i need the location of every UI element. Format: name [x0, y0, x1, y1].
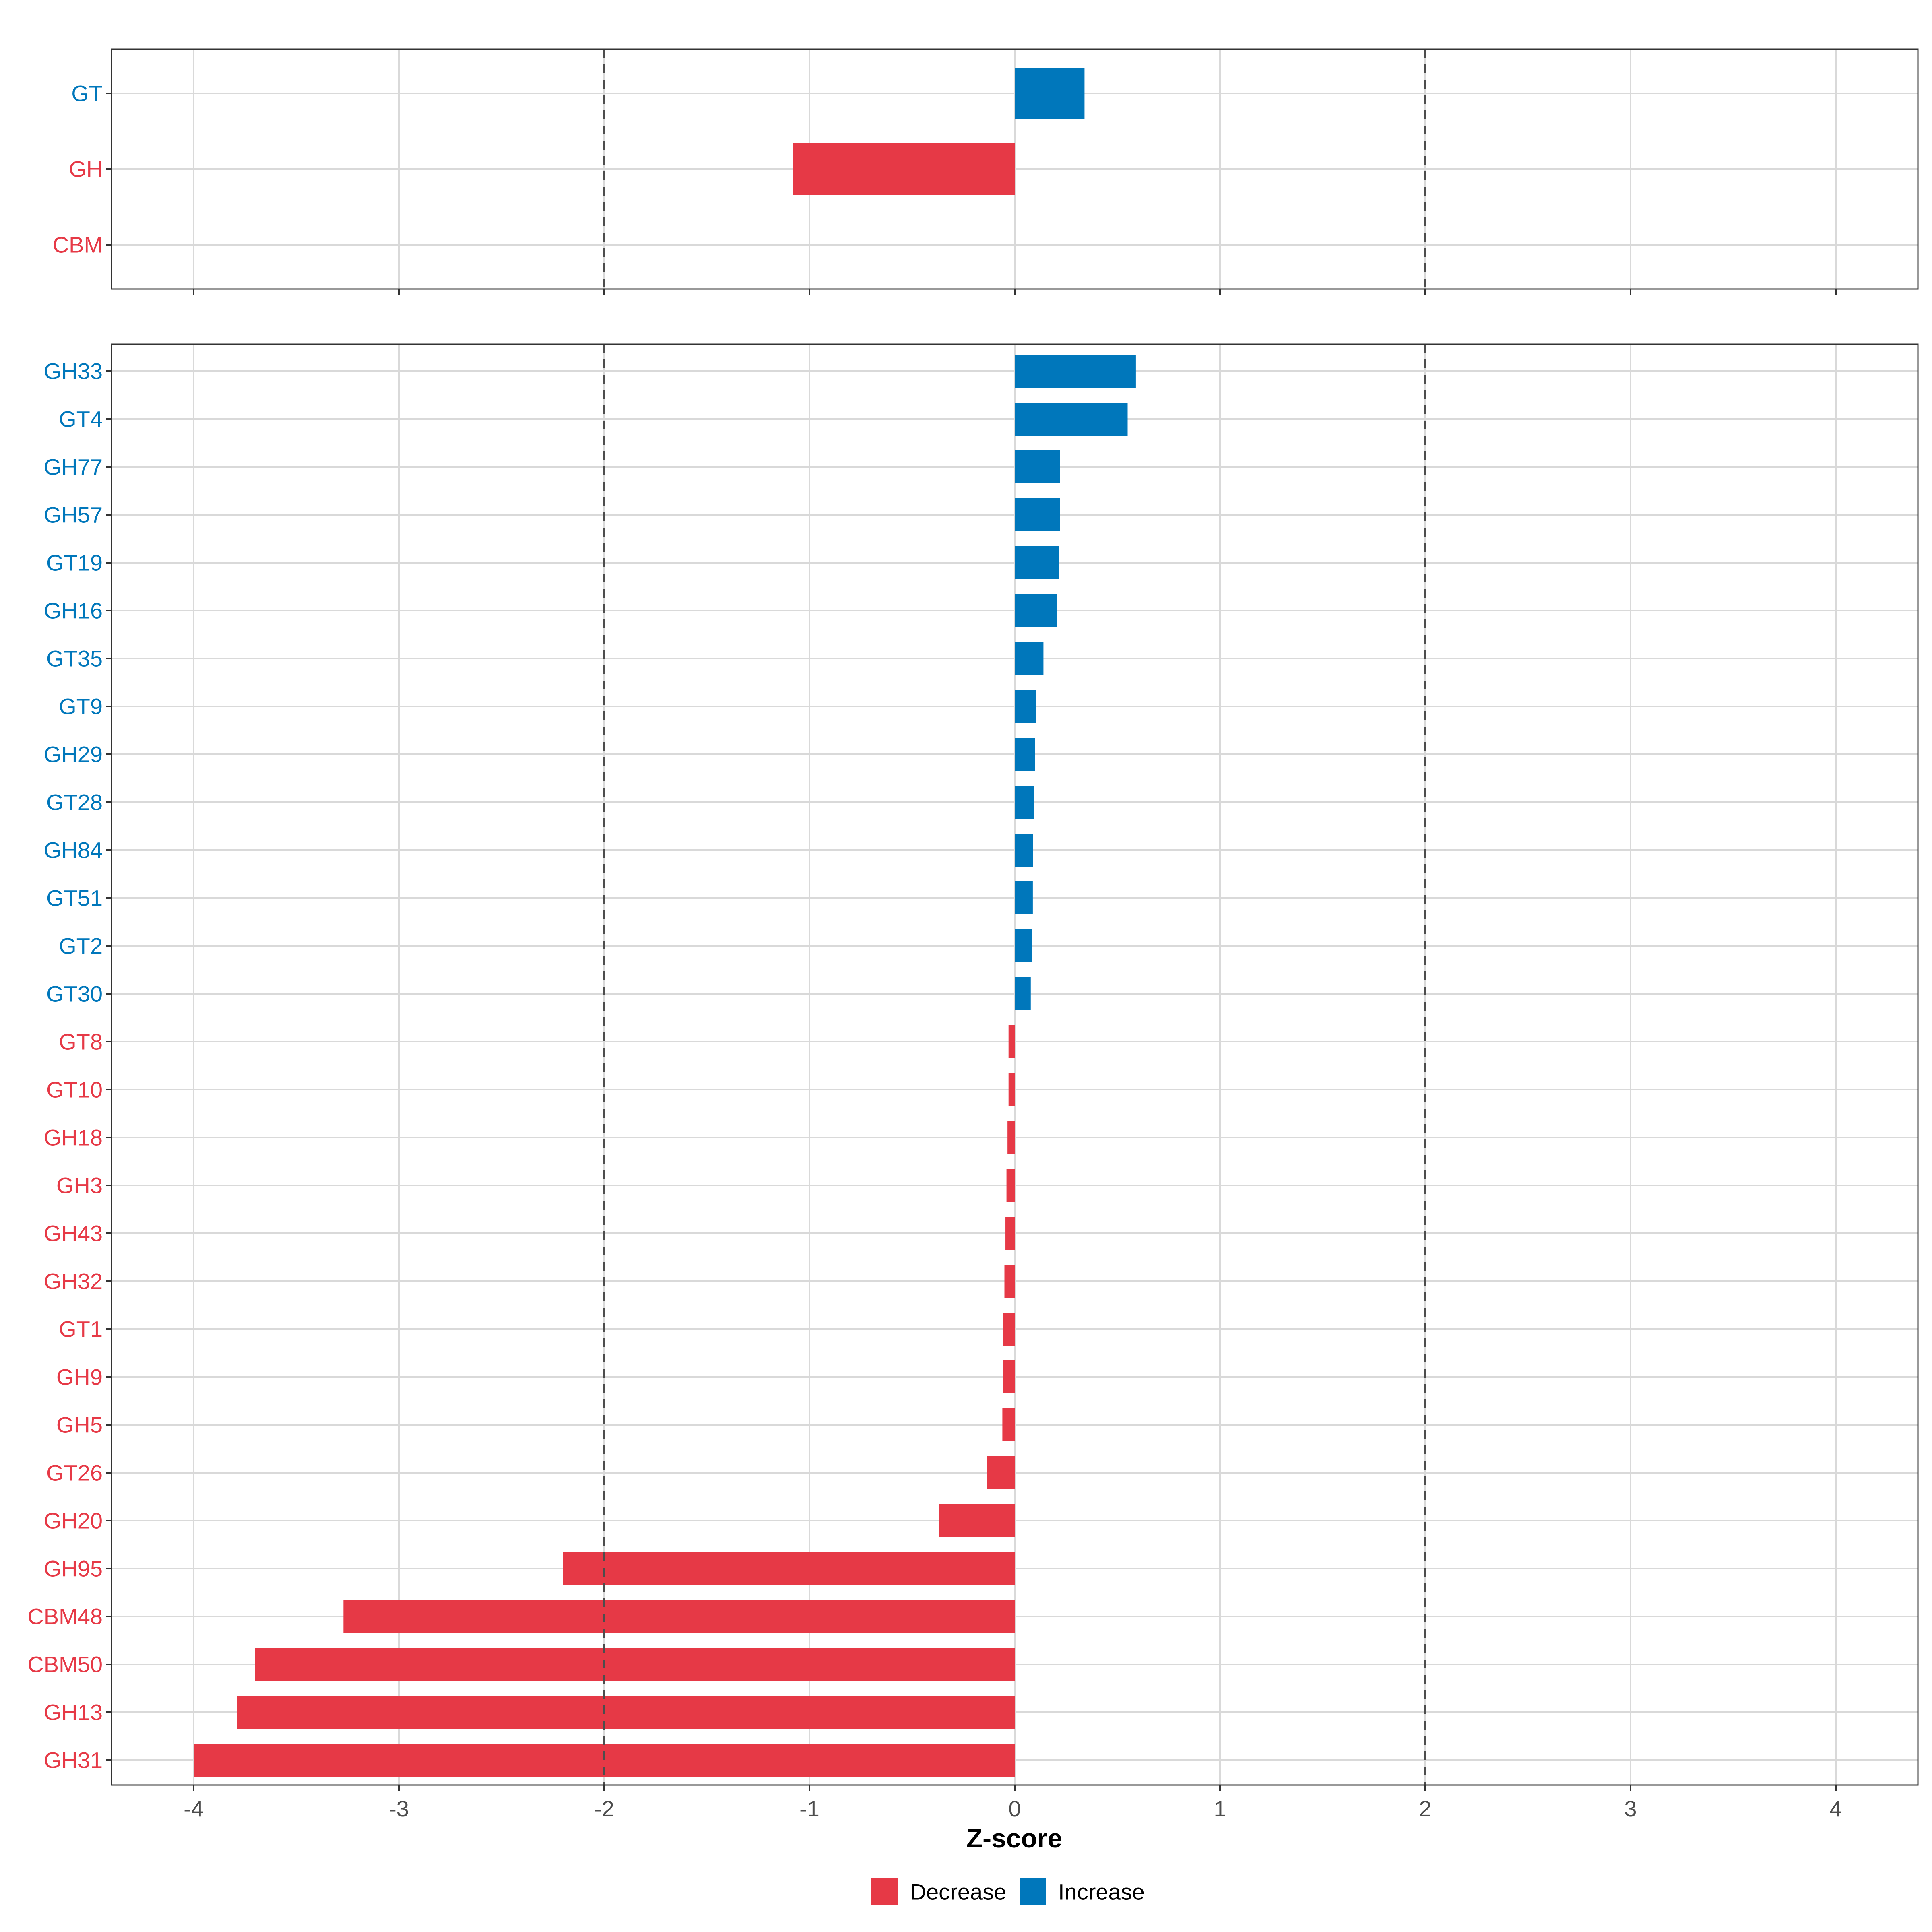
- bar-CBM48: [343, 1600, 1015, 1633]
- bar-GH5: [1002, 1408, 1015, 1441]
- category-label-CBM48: CBM48: [27, 1604, 103, 1629]
- bar-GH84: [1015, 834, 1033, 867]
- x-tick-label-1: 1: [1214, 1796, 1226, 1821]
- bar-GT51: [1015, 881, 1033, 914]
- category-label-GT28: GT28: [46, 790, 103, 815]
- bar-GT28: [1015, 786, 1034, 819]
- bar-GH16: [1015, 594, 1057, 627]
- bar-GH13: [237, 1696, 1015, 1729]
- category-label-GH84: GH84: [44, 838, 103, 863]
- bar-GH9: [1003, 1360, 1015, 1393]
- category-label-GT30: GT30: [46, 981, 103, 1007]
- legend-label-increase: Increase: [1058, 1879, 1145, 1905]
- category-label-GH32: GH32: [44, 1269, 103, 1294]
- bar-GH: [793, 143, 1015, 195]
- bar-GT: [1015, 68, 1085, 119]
- panel-family: GH33GT4GH77GH57GT19GH16GT35GT9GH29GT28GH…: [27, 343, 1919, 1821]
- bar-GT4: [1015, 402, 1128, 436]
- bar-GH18: [1007, 1121, 1015, 1154]
- bar-GH29: [1015, 738, 1035, 771]
- panels-layer: GTGHCBMGH33GT4GH77GH57GT19GH16GT35GT9GH2…: [27, 48, 1919, 1821]
- x-tick-label-0: 0: [1008, 1796, 1021, 1821]
- category-label-CBM50: CBM50: [27, 1652, 103, 1677]
- category-label-GT9: GT9: [59, 694, 103, 719]
- bar-GT30: [1015, 977, 1031, 1010]
- category-label-GT1: GT1: [59, 1317, 103, 1342]
- category-label-GH16: GH16: [44, 598, 103, 623]
- category-label-GH5: GH5: [56, 1412, 103, 1438]
- category-label-GT10: GT10: [46, 1077, 103, 1102]
- category-label-GH33: GH33: [44, 359, 103, 384]
- category-label-GT51: GT51: [46, 886, 103, 911]
- bar-GH32: [1004, 1265, 1015, 1298]
- category-label-GT2: GT2: [59, 933, 103, 959]
- category-label-GH29: GH29: [44, 742, 103, 767]
- bar-GH43: [1005, 1217, 1015, 1250]
- category-label-GT35: GT35: [46, 646, 103, 671]
- category-label-GT26: GT26: [46, 1460, 103, 1486]
- bar-GT2: [1015, 929, 1032, 962]
- panel-class: GT GH CBM: [53, 48, 1919, 295]
- legend-key-decrease: [871, 1878, 898, 1905]
- x-tick-label--1: -1: [799, 1796, 819, 1821]
- category-label-GT19: GT19: [46, 550, 103, 576]
- x-axis-title: Z-score: [966, 1823, 1062, 1853]
- category-label-GH9: GH9: [56, 1364, 103, 1390]
- category-label-GH3: GH3: [56, 1173, 103, 1198]
- x-tick-label--2: -2: [594, 1796, 614, 1821]
- category-label-GH18: GH18: [44, 1125, 103, 1150]
- category-label-GT4: GT4: [59, 407, 103, 432]
- bar-GH3: [1006, 1169, 1015, 1202]
- x-tick-label-3: 3: [1624, 1796, 1637, 1821]
- x-tick-label-2: 2: [1419, 1796, 1431, 1821]
- legend-label-decrease: Decrease: [910, 1879, 1007, 1905]
- bar-GT8: [1008, 1025, 1015, 1058]
- bar-GH95: [563, 1552, 1015, 1585]
- category-label-GH43: GH43: [44, 1221, 103, 1246]
- category-label-GT: GT: [71, 81, 103, 106]
- bar-CBM50: [255, 1648, 1015, 1681]
- bar-GT10: [1008, 1073, 1015, 1106]
- bar-GH57: [1015, 498, 1060, 531]
- bar-GH20: [939, 1504, 1015, 1537]
- category-label-GH: GH: [69, 157, 103, 182]
- category-label-GH13: GH13: [44, 1700, 103, 1725]
- bar-GH77: [1015, 450, 1060, 483]
- legend: Decrease Increase: [871, 1878, 1145, 1905]
- bar-GT19: [1015, 546, 1059, 579]
- bar-GT1: [1003, 1313, 1015, 1346]
- bar-GH33: [1015, 355, 1136, 388]
- legend-key-increase: [1020, 1878, 1046, 1905]
- x-tick-label-4: 4: [1829, 1796, 1842, 1821]
- bar-GT9: [1015, 690, 1036, 723]
- category-label-CBM: CBM: [53, 232, 103, 258]
- category-label-GH31: GH31: [44, 1748, 103, 1773]
- category-label-GH77: GH77: [44, 454, 103, 480]
- category-label-GH20: GH20: [44, 1508, 103, 1534]
- x-tick-label--4: -4: [184, 1796, 204, 1821]
- category-label-GH57: GH57: [44, 502, 103, 528]
- bar-GT26: [987, 1456, 1015, 1489]
- bar-GT35: [1015, 642, 1044, 675]
- category-label-GT8: GT8: [59, 1029, 103, 1055]
- category-label-GH95: GH95: [44, 1556, 103, 1581]
- x-tick-label--3: -3: [389, 1796, 409, 1821]
